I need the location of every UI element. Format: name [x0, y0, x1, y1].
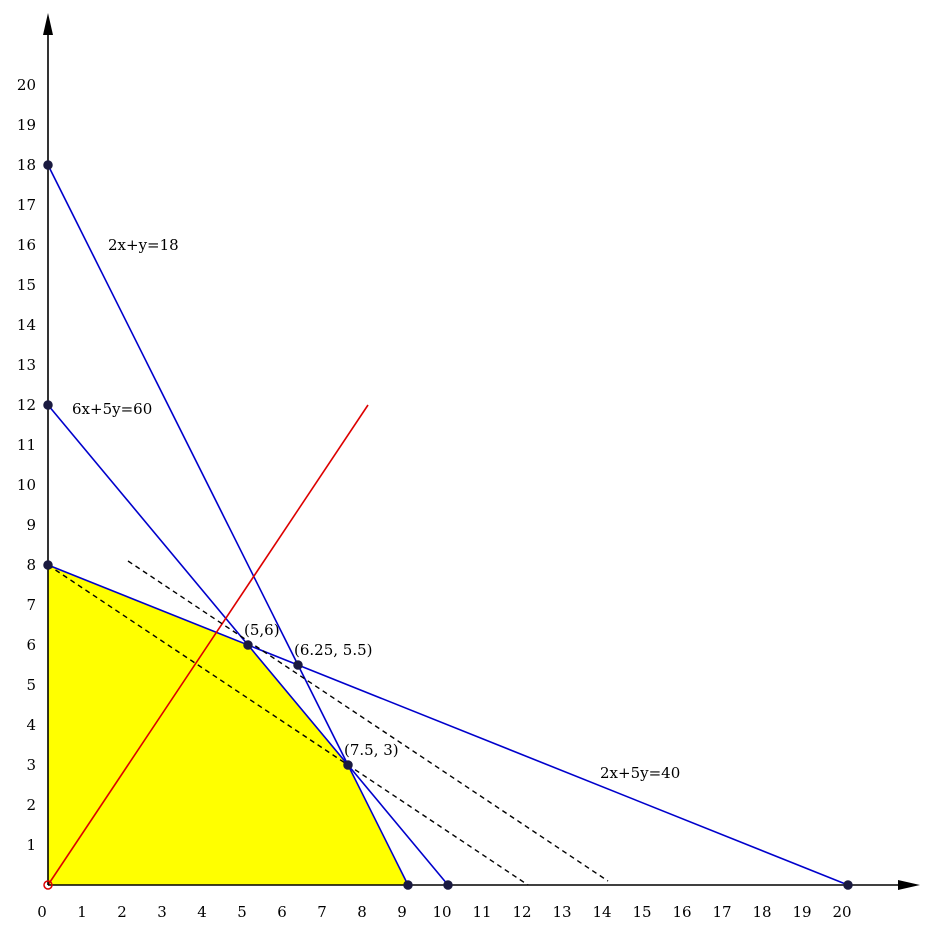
x-tick-label: 14 [592, 903, 611, 921]
y-tick-label: 7 [26, 596, 36, 614]
x-tick-label: 8 [357, 903, 367, 921]
y-axis-arrow [43, 13, 53, 35]
x-tick-label: 1 [77, 903, 87, 921]
x-tick-label: 2 [117, 903, 127, 921]
y-tick-label: 12 [17, 396, 36, 414]
y-tick-label: 20 [17, 76, 36, 94]
y-tick-label: 10 [17, 476, 36, 494]
point-label-9: (7.5, 3) [344, 741, 399, 759]
data-point-4 [403, 880, 413, 890]
line-label-2: 2x+5y=40 [600, 764, 680, 782]
data-point-3 [43, 880, 53, 890]
y-tick-label: 15 [17, 276, 36, 294]
point-label-7: (5,6) [244, 621, 280, 639]
y-tick-label: 9 [26, 516, 36, 534]
x-tick-label: 19 [792, 903, 811, 921]
y-tick-label: 17 [17, 196, 36, 214]
x-tick-label: 20 [832, 903, 851, 921]
data-point-6 [843, 880, 853, 890]
x-tick-label: 0 [37, 903, 47, 921]
y-tick-label: 13 [17, 356, 36, 374]
axes-layer [43, 13, 920, 890]
data-point-2 [43, 560, 53, 570]
x-axis-arrow [898, 880, 920, 890]
data-point-1 [43, 400, 53, 410]
line-label-0: 2x+y=18 [108, 236, 179, 254]
x-tick-label: 6 [277, 903, 287, 921]
x-tick-label: 7 [317, 903, 327, 921]
x-tick-label: 13 [552, 903, 571, 921]
objective-dashed-line-4 [47, 564, 529, 886]
point-label-8: (6.25, 5.5) [294, 641, 373, 659]
data-point-5 [443, 880, 453, 890]
feasible-region-layer [48, 565, 408, 885]
y-tick-label: 2 [26, 796, 36, 814]
annotation-labels-layer: 2x+y=18 6x+5y=60 2x+5y=40 (5,6) (6.25, 5.5) (… [72, 236, 680, 782]
feasible-region [48, 565, 408, 885]
y-tick-label: 4 [26, 716, 36, 734]
x-tick-label: 10 [432, 903, 451, 921]
x-tick-label: 15 [632, 903, 651, 921]
x-tick-label: 4 [197, 903, 207, 921]
x-tick-label: 9 [397, 903, 407, 921]
x-tick-label: 18 [752, 903, 771, 921]
objective-dashed-line-5 [127, 560, 609, 882]
points-layer [43, 160, 853, 890]
y-tick-label: 18 [17, 156, 36, 174]
constraint-line-2 [47, 564, 849, 886]
y-tick-label: 1 [26, 836, 36, 854]
data-point-0 [43, 160, 53, 170]
x-tick-label: 12 [512, 903, 531, 921]
x-tick-label: 16 [672, 903, 691, 921]
x-tick-label: 17 [712, 903, 731, 921]
x-tick-label: 11 [472, 903, 491, 921]
data-point-7 [243, 640, 253, 650]
y-tick-label: 6 [26, 636, 36, 654]
y-tick-label: 14 [17, 316, 36, 334]
x-tick-label: 3 [157, 903, 167, 921]
tick-labels-layer: 0 1 2 3 4 5 6 7 8 9 10 11 12 13 14 15 16 17 18 19 2012345678… [17, 76, 852, 921]
data-point-8 [293, 660, 303, 670]
y-tick-label: 5 [26, 676, 36, 694]
y-tick-label: 8 [26, 556, 36, 574]
y-tick-label: 16 [17, 236, 36, 254]
line-label-1: 6x+5y=60 [72, 400, 152, 418]
x-tick-label: 5 [237, 903, 247, 921]
y-tick-label: 11 [17, 436, 36, 454]
data-point-9 [343, 760, 353, 770]
ratio-line [47, 404, 369, 886]
y-tick-label: 3 [26, 756, 36, 774]
y-tick-label: 19 [17, 116, 36, 134]
